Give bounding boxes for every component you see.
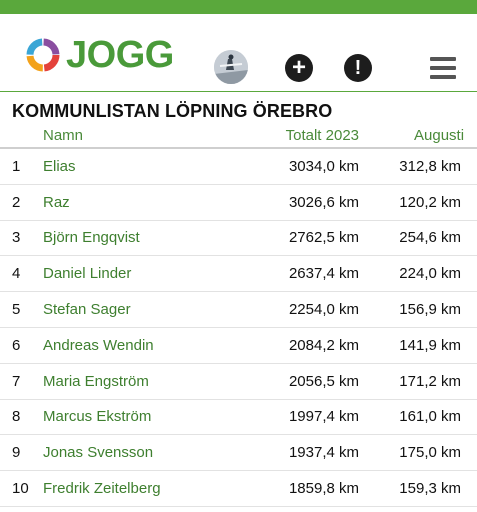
runner-name-link[interactable]: Raz	[43, 193, 70, 211]
month-distance-cell: 224,0 km	[399, 265, 461, 283]
month-distance-cell: 159,3 km	[399, 480, 461, 498]
table-row: 5 Stefan Sager 2254,0 km 156,9 km	[0, 292, 477, 328]
total-distance-cell: 2637,4 km	[288, 265, 359, 283]
total-distance-cell: 2056,5 km	[288, 372, 359, 390]
hamburger-menu-icon[interactable]	[430, 57, 456, 79]
month-distance-cell: 120,2 km	[399, 193, 461, 211]
rank-cell: 6	[12, 336, 21, 354]
rank-cell: 9	[12, 444, 21, 462]
month-distance-cell: 312,8 km	[399, 157, 461, 175]
table-row: 3 Björn Engqvist 2762,5 km 254,6 km	[0, 221, 477, 257]
page-title: KOMMUNLISTAN LÖPNING ÖREBRO	[12, 101, 333, 121]
month-distance-cell: 161,0 km	[399, 408, 461, 426]
runner-name-link[interactable]: Marcus Ekström	[43, 408, 152, 426]
avatar[interactable]	[214, 50, 248, 84]
rank-cell: 2	[12, 193, 21, 211]
table-row: 4 Daniel Linder 2637,4 km 224,0 km	[0, 256, 477, 293]
rank-cell: 7	[12, 372, 21, 390]
rank-cell: 5	[12, 301, 21, 319]
month-distance-cell: 254,6 km	[399, 229, 461, 247]
total-distance-cell: 1937,4 km	[288, 444, 359, 462]
jogg-logo[interactable]: JOGG	[24, 36, 174, 74]
total-distance-cell: 1859,8 km	[288, 480, 359, 498]
runner-name-link[interactable]: Elias	[43, 157, 76, 175]
runner-name-link[interactable]: Daniel Linder	[43, 265, 132, 283]
header-total[interactable]: Totalt 2023	[285, 127, 359, 144]
month-distance-cell: 156,9 km	[399, 301, 461, 319]
table-row: 10 Fredrik Zeitelberg 1859,8 km 159,3 km	[0, 471, 477, 507]
jogg-ring-logo-icon	[26, 38, 60, 72]
table-row: 7 Maria Engström 2056,5 km 171,2 km	[0, 364, 477, 400]
table-row: 8 Marcus Ekström 1997,4 km 161,0 km	[0, 400, 477, 436]
table-body: 1 Elias 3034,0 km 312,8 km 2 Raz 3026,6 km 120,…	[0, 149, 477, 507]
rank-cell: 4	[12, 265, 21, 283]
exclamation-circle-icon[interactable]: !	[344, 54, 372, 82]
header-month[interactable]: Augusti	[414, 127, 465, 144]
month-distance-cell: 141,9 km	[399, 336, 461, 354]
leaderboard-table: Namn Totalt 2023 Augusti 1 Elias 3034,0 km…	[0, 123, 477, 507]
total-distance-cell: 3026,6 km	[288, 193, 359, 211]
logo-text: JOGG	[66, 34, 174, 76]
total-distance-cell: 2762,5 km	[288, 229, 359, 247]
total-distance-cell: 2084,2 km	[288, 336, 359, 354]
month-distance-cell: 171,2 km	[399, 372, 461, 390]
runner-name-link[interactable]: Stefan Sager	[43, 301, 131, 319]
table-row: 1 Elias 3034,0 km 312,8 km	[0, 149, 477, 185]
runner-name-link[interactable]: Fredrik Zeitelberg	[43, 480, 161, 498]
table-row: 6 Andreas Wendin 2084,2 km 141,9 km	[0, 328, 477, 364]
plus-circle-icon[interactable]: +	[285, 54, 313, 82]
month-distance-cell: 175,0 km	[399, 444, 461, 462]
runner-name-link[interactable]: Jonas Svensson	[43, 444, 154, 462]
runner-name-link[interactable]: Maria Engström	[43, 372, 149, 390]
total-distance-cell: 1997,4 km	[288, 408, 359, 426]
top-accent-bar	[0, 0, 477, 14]
runner-name-link[interactable]: Andreas Wendin	[43, 336, 154, 354]
rank-cell: 8	[12, 408, 21, 426]
rank-cell: 10	[12, 480, 29, 498]
avatar-image	[214, 50, 248, 84]
header-name[interactable]: Namn	[43, 127, 84, 144]
rank-cell: 3	[12, 229, 21, 247]
table-row: 9 Jonas Svensson 1937,4 km 175,0 km	[0, 435, 477, 472]
total-distance-cell: 3034,0 km	[288, 157, 359, 175]
runner-name-link[interactable]: Björn Engqvist	[43, 229, 140, 247]
table-header: Namn Totalt 2023 Augusti	[0, 123, 477, 149]
app-header: JOGG + !	[0, 14, 477, 92]
total-distance-cell: 2254,0 km	[288, 301, 359, 319]
rank-cell: 1	[12, 157, 21, 175]
table-row: 2 Raz 3026,6 km 120,2 km	[0, 185, 477, 221]
